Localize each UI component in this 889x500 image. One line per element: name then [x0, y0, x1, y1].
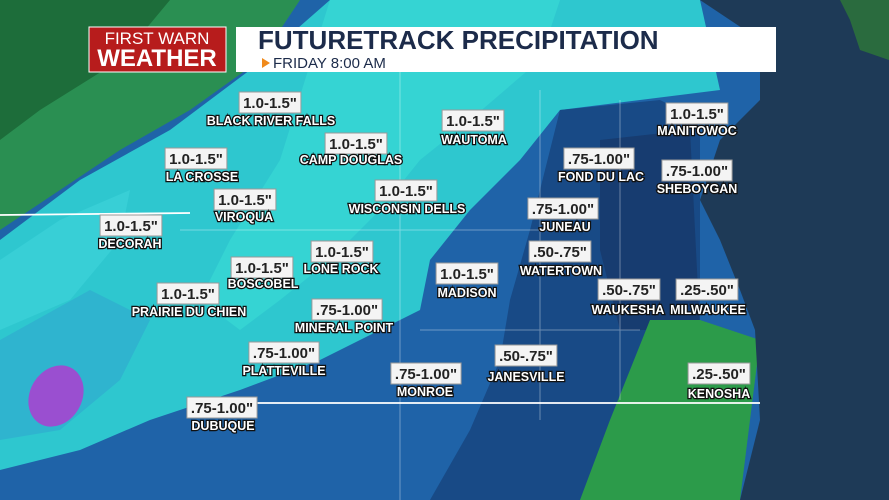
subtitle: FRIDAY 8:00 AM	[273, 55, 386, 72]
city-label: BLACK RIVER FALLS	[207, 114, 335, 128]
amount-box	[661, 159, 733, 182]
amount-box	[248, 341, 320, 364]
city-label: MANITOWOC	[657, 124, 737, 138]
logo-line1: FIRST WARN	[105, 29, 210, 48]
city-label: BOSCOBEL	[228, 277, 299, 291]
amount-box	[156, 282, 220, 305]
amount-box	[441, 109, 505, 132]
amount-label: 1.0-1.5"	[235, 260, 289, 277]
logo-line2: WEATHER	[97, 45, 217, 72]
city-label: MINERAL POINT	[295, 321, 394, 335]
city-label: JUNEAU	[539, 220, 590, 234]
amount-box	[665, 102, 729, 125]
city-label: WATERTOWN	[520, 264, 602, 278]
amount-label: .75-1.00"	[666, 163, 728, 180]
michigan-shore	[840, 0, 889, 60]
city-label: VIROQUA	[215, 210, 273, 224]
light-teal-band	[200, 0, 560, 330]
subtitle-arrow	[262, 58, 270, 68]
title: FUTURETRACK PRECIPITATION	[258, 25, 659, 55]
city-label: LA CROSSE	[166, 170, 238, 184]
amount-label: 1.0-1.5"	[670, 106, 724, 123]
amount-label: 1.0-1.5"	[104, 218, 158, 235]
amount-label: .75-1.00"	[532, 201, 594, 218]
logo-box	[88, 26, 227, 73]
lake-michigan	[700, 0, 889, 500]
city-label: SHEBOYGAN	[657, 182, 738, 196]
amount-label: .25-.50"	[692, 366, 746, 383]
amount-label: .75-1.00"	[316, 302, 378, 319]
amount-box	[435, 262, 499, 285]
city-label: LONE ROCK	[304, 262, 379, 276]
amount-label: .50-.75"	[499, 348, 553, 365]
city-label: WAUKESHA	[592, 303, 665, 317]
amount-box	[563, 147, 635, 170]
amount-box	[311, 298, 383, 321]
city-label: PLATTEVILLE	[242, 364, 325, 378]
city-label: FOND DU LAC	[558, 170, 644, 184]
amount-box	[528, 240, 592, 263]
city-label: PRAIRIE DU CHIEN	[132, 305, 247, 319]
amount-box	[99, 214, 163, 237]
state-border	[0, 212, 760, 404]
amount-label: .75-1.00"	[568, 151, 630, 168]
amount-box	[324, 132, 388, 155]
amount-label: 1.0-1.5"	[218, 192, 272, 209]
amount-label: 1.0-1.5"	[315, 244, 369, 261]
amount-label: 1.0-1.5"	[379, 183, 433, 200]
city-label: KENOSHA	[688, 387, 751, 401]
city-label: WISCONSIN DELLS	[349, 202, 466, 216]
amount-label: .50-.75"	[602, 282, 656, 299]
amount-box	[230, 256, 294, 279]
teal-west	[0, 190, 130, 330]
purple-blob	[28, 365, 84, 427]
amount-label: 1.0-1.5"	[161, 286, 215, 303]
city-label: MILWAUKEE	[670, 303, 746, 317]
city-label: DECORAH	[98, 237, 161, 251]
amount-box	[186, 396, 258, 419]
amount-label: .75-1.00"	[395, 366, 457, 383]
amount-box	[164, 147, 228, 170]
amount-label: 1.0-1.5"	[169, 151, 223, 168]
amount-box	[527, 197, 599, 220]
amount-label: 1.0-1.5"	[329, 136, 383, 153]
city-label: WAUTOMA	[441, 133, 507, 147]
amount-box	[494, 344, 558, 367]
city-label: MONROE	[397, 385, 453, 399]
city-label: MADISON	[437, 286, 496, 300]
amount-box	[390, 362, 462, 385]
amount-label: .25-.50"	[680, 282, 734, 299]
amount-box	[687, 362, 751, 385]
teal-band	[0, 0, 720, 470]
city-label: DUBUQUE	[191, 419, 254, 433]
city-label: CAMP DOUGLAS	[300, 153, 403, 167]
amount-label: .75-1.00"	[253, 345, 315, 362]
amount-box	[213, 188, 277, 211]
title-bar	[236, 27, 776, 72]
amount-label: 1.0-1.5"	[446, 113, 500, 130]
amount-box	[374, 179, 438, 202]
amount-label: .50-.75"	[533, 244, 587, 261]
amount-box	[597, 278, 661, 301]
amount-box	[675, 278, 739, 301]
city-label: JANESVILLE	[487, 370, 564, 384]
amount-label: 1.0-1.5"	[440, 266, 494, 283]
amount-box	[238, 91, 302, 114]
amount-label: 1.0-1.5"	[243, 95, 297, 112]
amount-label: .75-1.00"	[191, 400, 253, 417]
amount-box	[310, 240, 374, 263]
